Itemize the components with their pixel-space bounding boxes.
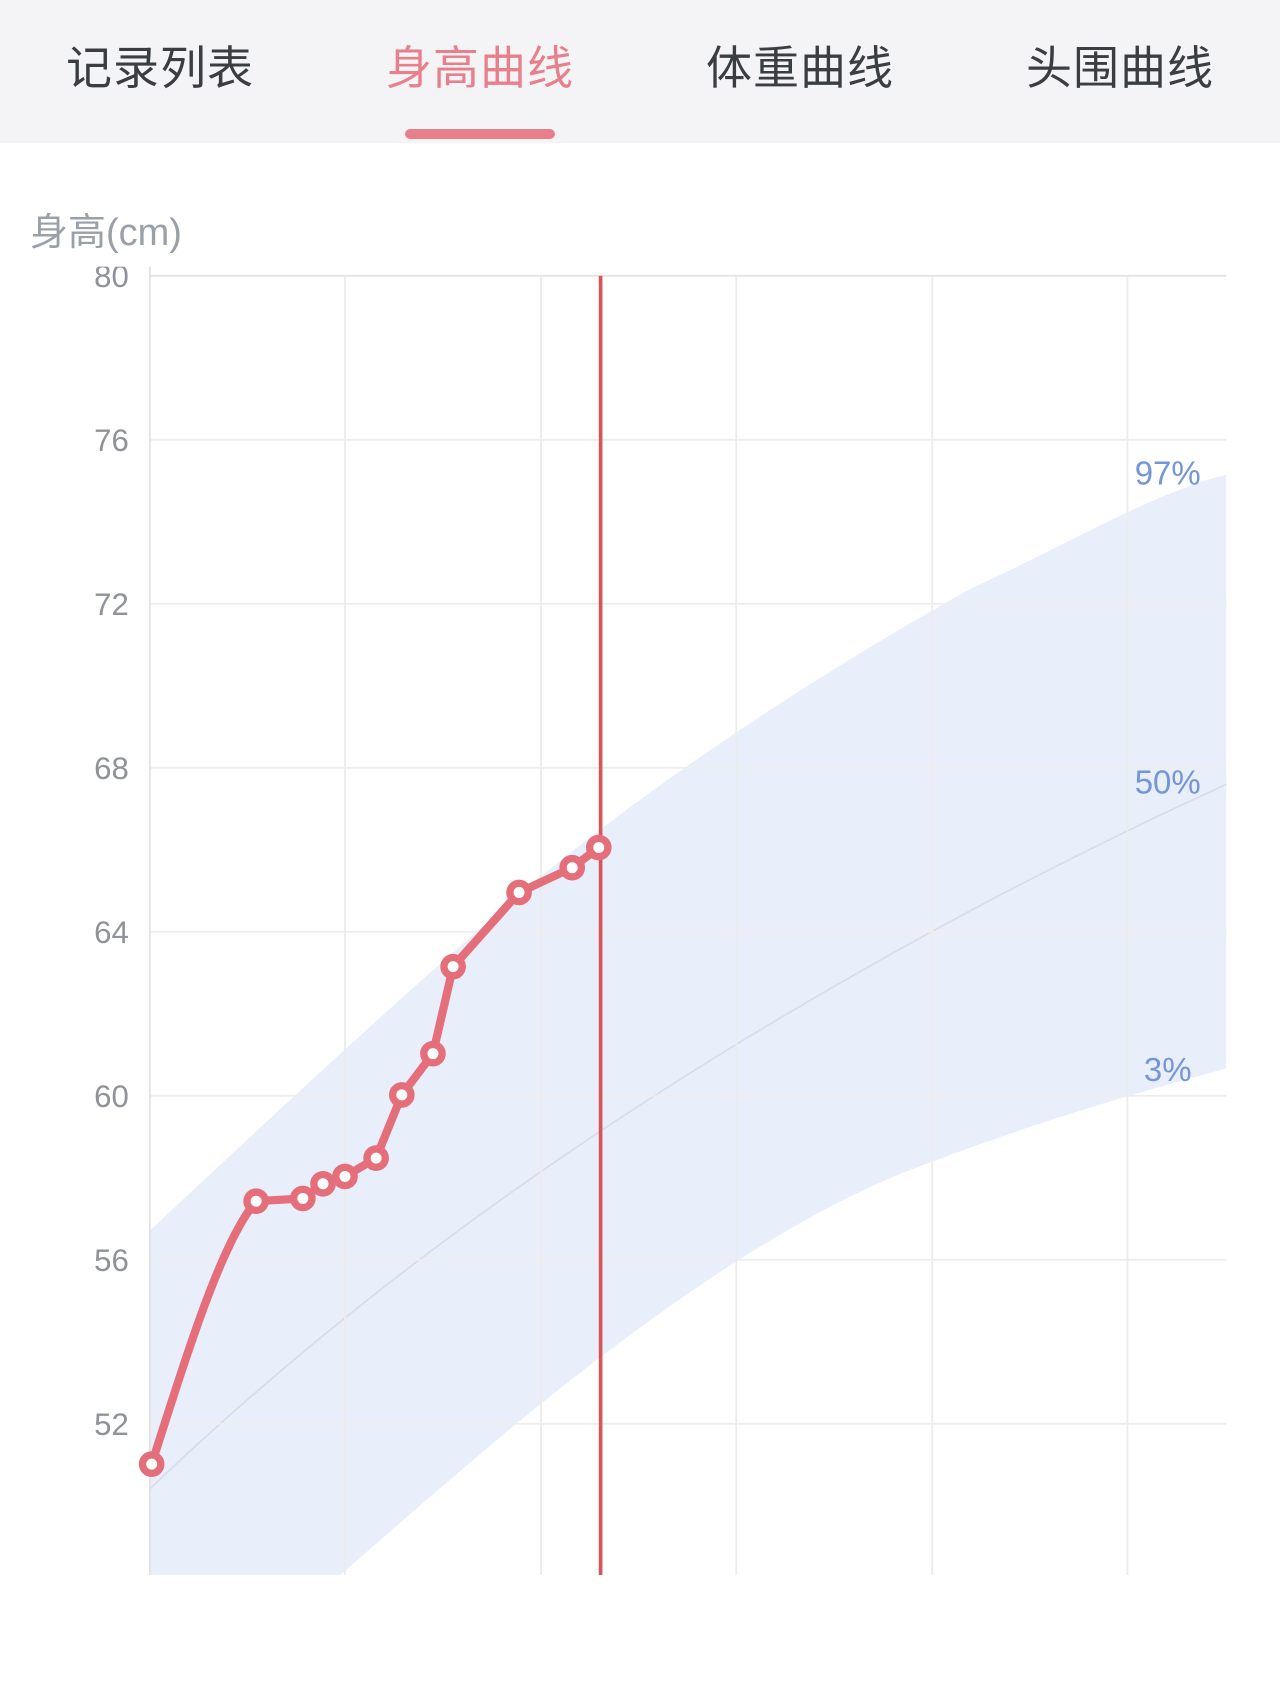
data-point bbox=[138, 1451, 165, 1477]
data-points[interactable] bbox=[138, 834, 612, 1477]
data-point bbox=[559, 854, 586, 881]
height-chart-canvas: 80 76 72 68 64 60 56 52 97% 50% 3% bbox=[94, 259, 1227, 1575]
y-tick-labels: 80 76 72 68 64 60 56 52 bbox=[94, 259, 129, 1442]
y-tick: 72 bbox=[94, 587, 129, 622]
y-tick: 80 bbox=[94, 259, 129, 294]
y-tick: 68 bbox=[94, 751, 129, 786]
data-point bbox=[506, 879, 532, 906]
percentile-band bbox=[149, 474, 1227, 1575]
percentile-97-label: 97% bbox=[1135, 455, 1201, 492]
active-tab-indicator bbox=[405, 129, 555, 139]
percentile-50-line bbox=[149, 783, 1227, 1490]
data-point bbox=[310, 1170, 336, 1197]
percentile-labels: 97% 50% 3% bbox=[1135, 455, 1201, 1088]
percentile-50-label: 50% bbox=[1135, 763, 1201, 800]
percentile-3-label: 3% bbox=[1144, 1051, 1192, 1088]
y-tick: 64 bbox=[94, 915, 129, 950]
y-tick: 52 bbox=[94, 1407, 129, 1442]
data-point bbox=[440, 953, 466, 980]
data-point bbox=[332, 1163, 358, 1190]
tab-record-list-label: 记录列表 bbox=[66, 41, 254, 94]
height-chart-section: 身高(cm) bbox=[0, 143, 1280, 1706]
tab-head-circumference-label: 头围曲线 bbox=[1026, 41, 1214, 94]
tab-weight-curve-label: 体重曲线 bbox=[706, 41, 894, 94]
tab-height-curve-label: 身高曲线 bbox=[386, 41, 574, 94]
tab-bar: 记录列表 身高曲线 体重曲线 头围曲线 bbox=[0, 0, 1280, 143]
y-axis-title: 身高(cm) bbox=[30, 212, 182, 254]
horizontal-gridlines bbox=[149, 438, 1227, 1425]
tab-head-circumference-curve[interactable]: 头围曲线 bbox=[960, 0, 1280, 143]
y-tick: 76 bbox=[94, 423, 129, 458]
data-point bbox=[585, 834, 612, 861]
data-point bbox=[290, 1185, 316, 1212]
data-point bbox=[420, 1040, 446, 1067]
vertical-gridlines bbox=[344, 275, 1129, 1575]
tab-record-list[interactable]: 记录列表 bbox=[0, 0, 320, 143]
tab-weight-curve[interactable]: 体重曲线 bbox=[640, 0, 960, 143]
y-tick: 56 bbox=[94, 1243, 129, 1278]
y-tick: 60 bbox=[94, 1079, 129, 1114]
data-point bbox=[363, 1145, 389, 1171]
tab-height-curve[interactable]: 身高曲线 bbox=[320, 0, 640, 143]
data-point bbox=[243, 1188, 269, 1215]
data-point bbox=[388, 1082, 415, 1108]
